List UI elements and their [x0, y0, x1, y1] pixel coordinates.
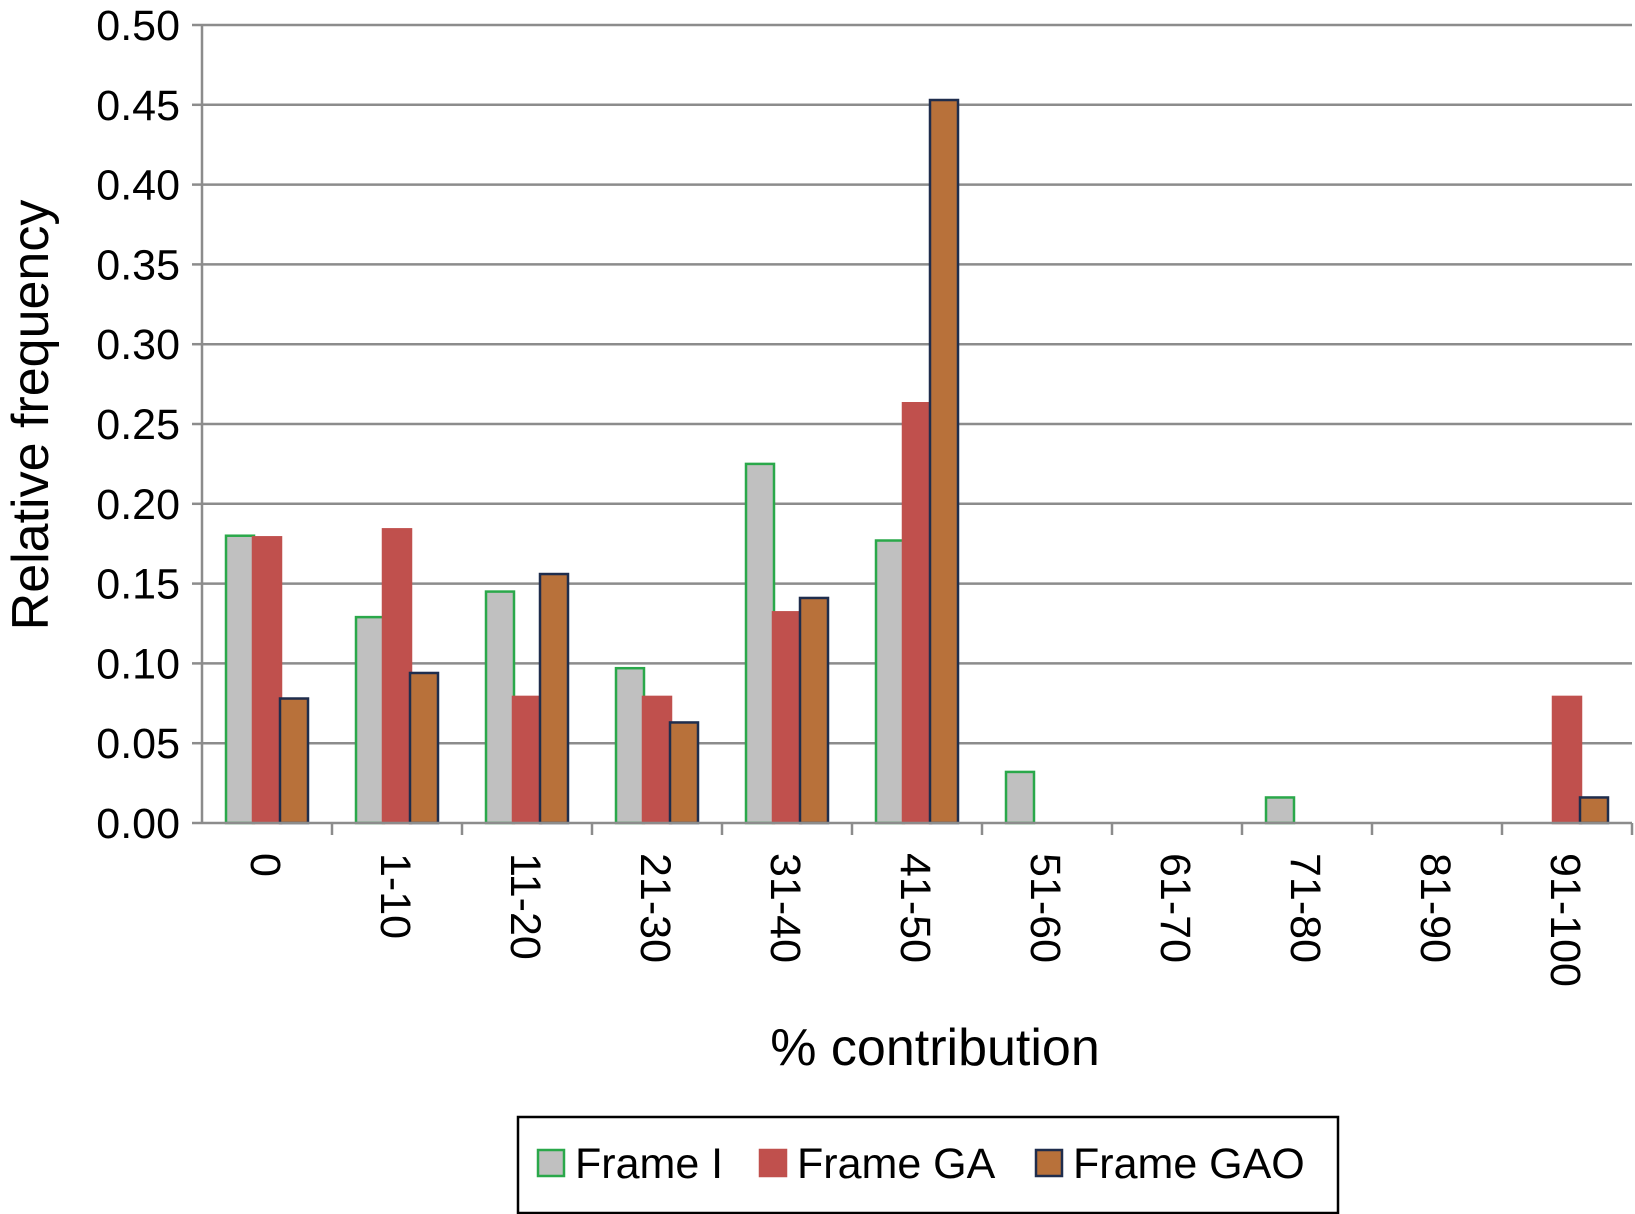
bar-frame-gao-41-50 — [928, 98, 960, 825]
x-axis-label: % contribution — [770, 1019, 1100, 1077]
y-tick-label: 0.10 — [96, 640, 180, 688]
y-tick-label: 0.25 — [96, 401, 180, 449]
y-tick-label: 0.35 — [96, 241, 180, 289]
bar-frame-gao-0 — [278, 697, 310, 825]
x-tick-label: 1-10 — [371, 853, 419, 939]
y-tick-label: 0.00 — [96, 800, 180, 848]
x-tick-label: 91-100 — [1541, 853, 1589, 987]
y-tick-label: 0.50 — [96, 2, 180, 50]
legend: Frame I Frame GA Frame GAO — [516, 1115, 1340, 1214]
legend-label: Frame I — [575, 1140, 723, 1188]
bar-frame-i-0 — [224, 534, 256, 825]
bar-frame-gao-31-40 — [798, 596, 830, 825]
axes — [200, 25, 1634, 835]
bar-frame-gao-91-100 — [1578, 796, 1610, 825]
y-tick-label: 0.15 — [96, 561, 180, 609]
x-tick-label: 11-20 — [501, 853, 549, 960]
bar-frame-ga-91-100 — [1551, 695, 1583, 825]
bar-frame-i-21-30 — [614, 666, 646, 825]
x-tick-label: 31-40 — [761, 853, 809, 963]
x-tick-label: 71-80 — [1281, 853, 1329, 963]
bar-frame-ga-41-50 — [901, 402, 933, 825]
bar-frame-i-51-60 — [1004, 770, 1036, 825]
y-tick-label: 0.45 — [96, 82, 180, 130]
x-tick-label: 61-70 — [1151, 853, 1199, 963]
bar-frame-gao-11-20 — [538, 572, 570, 825]
y-axis-ticks: 0.00 0.05 0.10 0.15 0.20 0.25 0.30 0.35 0.40 0.45… — [96, 2, 202, 848]
bar-frame-i-71-80 — [1264, 796, 1296, 825]
y-tick-label: 0.40 — [96, 162, 180, 210]
legend-label: Frame GA — [797, 1140, 996, 1188]
y-tick-label: 0.20 — [96, 481, 180, 529]
bar-frame-ga-11-20 — [511, 695, 543, 825]
bar-frame-ga-31-40 — [771, 611, 803, 825]
legend-label: Frame GAO — [1073, 1140, 1305, 1188]
legend-frame — [516, 1115, 1340, 1214]
bars — [224, 98, 1610, 825]
y-tick-label: 0.30 — [96, 321, 180, 369]
bar-frame-gao-1-10 — [408, 671, 440, 825]
x-tick-label: 41-50 — [891, 853, 939, 963]
bar-frame-i-31-40 — [744, 462, 776, 825]
y-tick-label: 0.05 — [96, 720, 180, 768]
bar-frame-ga-0 — [251, 536, 283, 825]
bar-frame-i-41-50 — [874, 539, 906, 825]
legend-swatch — [1034, 1148, 1064, 1178]
bar-frame-ga-21-30 — [641, 695, 673, 825]
x-tick-label: 51-60 — [1021, 853, 1069, 963]
bar-frame-i-11-20 — [484, 590, 516, 825]
bar-frame-ga-1-10 — [381, 528, 413, 825]
bar-frame-gao-21-30 — [668, 721, 700, 825]
x-tick-label: 21-30 — [631, 853, 679, 963]
legend-swatch — [758, 1148, 788, 1178]
bar-frame-i-1-10 — [354, 615, 386, 825]
legend-swatch — [536, 1148, 566, 1178]
x-tick-label: 81-90 — [1411, 853, 1459, 963]
y-axis-label: Relative frequency — [2, 200, 60, 631]
x-axis-ticks: 0 1-10 11-20 21-30 31-40 41-50 51-60 61-70 71-80… — [241, 853, 1589, 987]
legend-items: Frame I Frame GA Frame GAO — [536, 1140, 1305, 1188]
x-tick-label: 0 — [241, 853, 289, 877]
